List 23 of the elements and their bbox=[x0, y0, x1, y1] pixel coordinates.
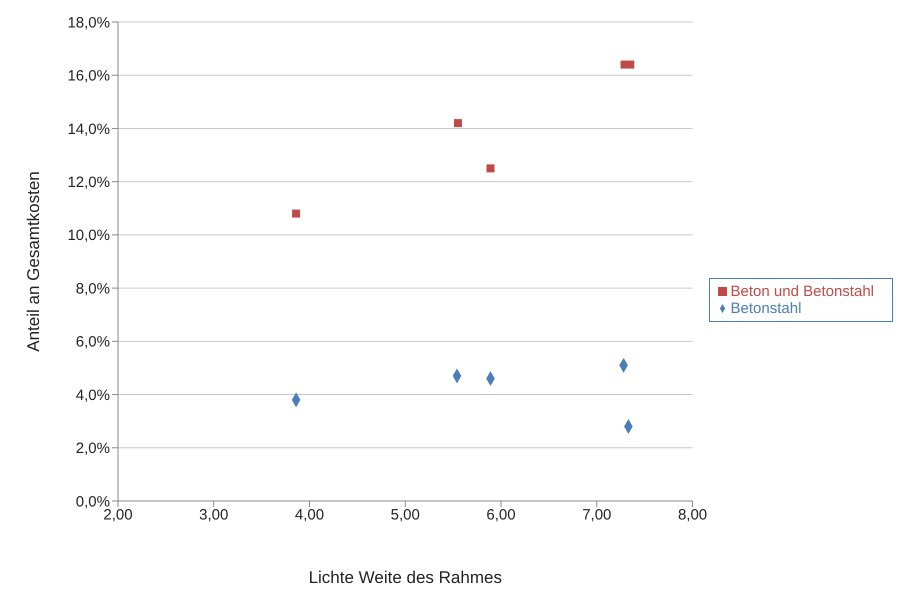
y-tick-label: 14,0% bbox=[67, 120, 110, 138]
x-tick-label: 3,00 bbox=[199, 506, 228, 524]
y-tick-label: 4,0% bbox=[76, 386, 110, 404]
x-tick-label: 6,00 bbox=[486, 506, 516, 524]
y-tick-label: 10,0% bbox=[67, 227, 110, 244]
y-tick-label: 8,0% bbox=[76, 280, 110, 298]
legend-label: Beton und Betonstahl bbox=[730, 282, 874, 300]
point bbox=[292, 210, 300, 218]
point bbox=[454, 119, 462, 128]
x-tick-label: 5,00 bbox=[390, 506, 420, 524]
y-tick-label: 2,0% bbox=[76, 440, 110, 458]
x-tick-label: 8,00 bbox=[678, 506, 708, 524]
y-tick-label: 16,0% bbox=[67, 68, 110, 85]
y-tick-label: 18,0% bbox=[67, 14, 110, 32]
x-tick-label: 4,00 bbox=[294, 506, 324, 524]
y-tick-label: 12,0% bbox=[67, 174, 110, 191]
point bbox=[626, 60, 634, 69]
x-tick-label: 7,00 bbox=[582, 506, 612, 524]
legend-label: Betonstahl bbox=[730, 300, 802, 316]
y-axis-title: Anteil an Gesamtkosten bbox=[24, 171, 44, 352]
x-axis-title: Lichte Weite des Rahmes bbox=[308, 568, 502, 588]
y-tick-label: 6,0% bbox=[76, 334, 110, 351]
point bbox=[486, 164, 494, 172]
